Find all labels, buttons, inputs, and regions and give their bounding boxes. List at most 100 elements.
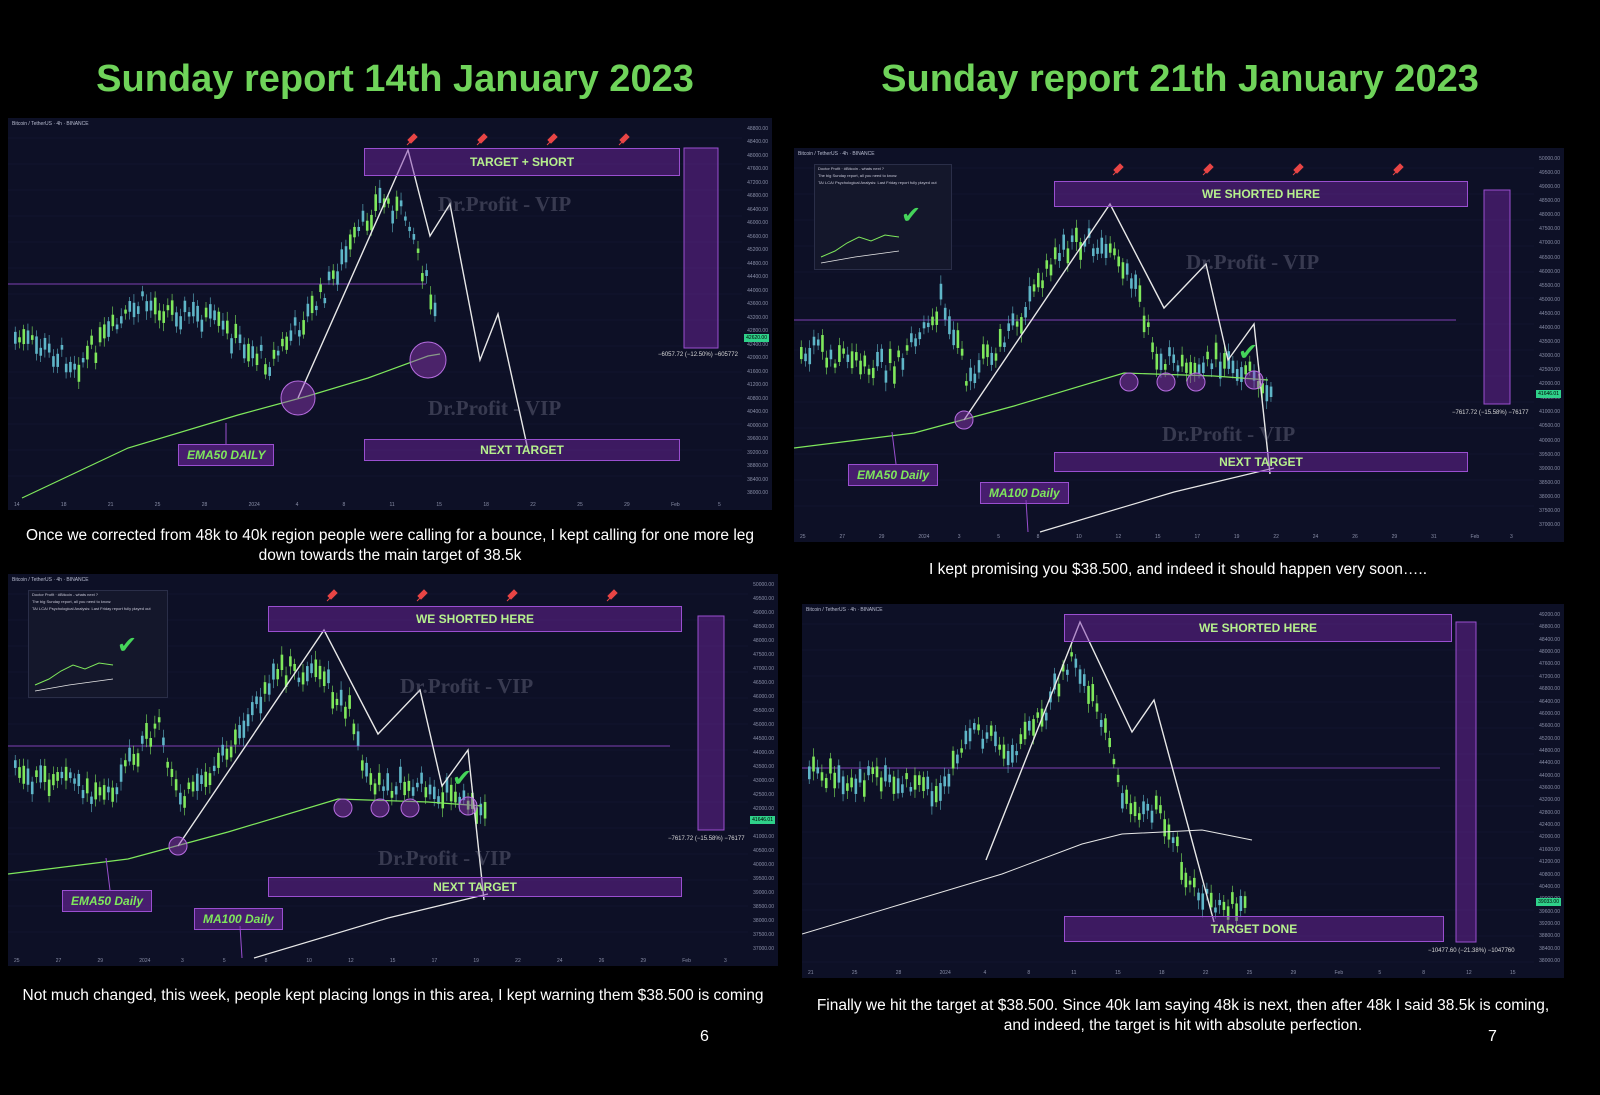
caption-bottom-left: Not much changed, this week, people kept…	[22, 987, 764, 1004]
y-tick-label: 39200.00	[747, 449, 768, 456]
candle-body	[1125, 789, 1128, 804]
candle-body	[1197, 892, 1200, 901]
candle-body	[1201, 893, 1205, 910]
caption-top-right: I kept promising you $38.500, and indeed…	[928, 561, 1428, 578]
candle-body	[166, 305, 170, 311]
x-tick-label: 25	[14, 958, 20, 964]
candle-body	[1057, 683, 1061, 697]
y-tick-label: 42500.00	[753, 792, 774, 798]
candle-body	[922, 777, 925, 792]
touch-circle	[1244, 370, 1264, 390]
candle-body	[272, 663, 275, 680]
x-tick-label: Feb	[1470, 534, 1480, 540]
candle-body	[284, 675, 288, 687]
candle-body	[918, 775, 921, 785]
chart-1-canvas	[8, 133, 742, 499]
y-tick-label: 46000.00	[1539, 268, 1560, 275]
candle-body	[153, 723, 157, 729]
candle-body	[289, 656, 292, 667]
watermark: Dr.Profit - VIP	[400, 674, 534, 698]
candle-body	[229, 746, 233, 758]
candle-body	[968, 728, 972, 742]
candle-body	[335, 698, 339, 706]
candle-body	[1116, 774, 1120, 783]
candle-body	[280, 654, 284, 671]
candle-body	[251, 346, 255, 359]
y-tick-label: 49200.00	[1539, 612, 1560, 618]
candle-body	[149, 300, 153, 311]
candle-body	[1058, 253, 1061, 261]
target-short-zone: TARGET + SHORT	[364, 148, 680, 176]
y-tick-label: 46800.00	[747, 193, 768, 200]
candle-body	[1214, 907, 1217, 913]
x-tick-label: 15	[1510, 970, 1516, 976]
x-tick-label: 24	[1312, 534, 1319, 540]
hammer-icon	[406, 133, 418, 146]
candle-body	[1113, 248, 1116, 256]
time-axis: 25 27 29 2024 3 5 8 10 12 15 17 19 22 24 26 29 Feb 3	[8, 954, 778, 966]
candle-body	[1044, 712, 1048, 721]
x-tick-label: 3	[957, 534, 961, 540]
candle-body	[56, 772, 59, 781]
candle-body	[264, 364, 267, 375]
candle-body	[812, 336, 816, 346]
candle-body	[445, 777, 449, 793]
y-tick-label: 37500.00	[753, 932, 774, 938]
tweet-inset: Doctor Profit · #Bitcoin - whats next ? …	[28, 590, 168, 698]
candle-body	[47, 779, 51, 796]
candle-body	[804, 353, 807, 362]
y-tick-label: 40000.00	[747, 422, 768, 429]
ma100-line	[253, 893, 489, 959]
candle-body	[1028, 286, 1032, 302]
candle-body	[998, 328, 1002, 347]
y-tick-label: 45500.00	[753, 708, 774, 714]
ema50-line	[8, 798, 483, 875]
candle-body	[179, 316, 182, 330]
candle-body	[1066, 248, 1070, 264]
candle-body	[1257, 380, 1260, 389]
x-tick-label: Feb	[682, 958, 691, 964]
price-axis: 50000.00 49500.00 49000.00 48500.00 48000.00…	[1534, 148, 1564, 542]
candle-body	[965, 381, 968, 386]
candle-body	[837, 765, 841, 783]
candle-body	[90, 335, 93, 345]
candle-body	[276, 669, 279, 680]
candle-body	[1096, 247, 1099, 254]
y-tick-label: 40400.00	[747, 409, 768, 416]
x-tick-label: 11	[1071, 970, 1077, 976]
candle-body	[1159, 805, 1162, 814]
candle-body	[458, 796, 461, 804]
candle-body	[812, 756, 815, 772]
chart-panel-1: Bitcoin / TetherUS · 4h · BINANCE TARGET…	[8, 118, 772, 510]
y-tick-label: 42000.00	[753, 806, 774, 812]
y-tick-label: 39600.00	[1539, 908, 1560, 915]
y-tick-label: 38400.00	[1539, 945, 1560, 952]
candle-body	[1133, 801, 1137, 817]
candle-body	[1099, 719, 1103, 727]
candle-body	[86, 345, 89, 360]
candle-body	[846, 354, 850, 362]
candle-body	[1138, 813, 1141, 820]
candle-body	[336, 271, 339, 285]
y-tick-label: 47000.00	[1539, 240, 1560, 247]
y-tick-label: 45200.00	[747, 247, 768, 254]
candle-body	[909, 786, 913, 792]
candle-body	[242, 344, 246, 359]
candle-body	[69, 772, 72, 779]
touch-circle	[168, 836, 188, 856]
candle-body	[952, 329, 955, 346]
candle-body	[192, 301, 195, 317]
candle-body	[255, 353, 259, 366]
candle-body	[158, 310, 161, 321]
y-tick-label: 42800.00	[1539, 809, 1560, 816]
hammer-icon	[1292, 163, 1304, 176]
candle-body	[43, 765, 47, 783]
candle-body	[64, 766, 68, 781]
tag-pointer	[891, 431, 897, 465]
y-tick-label: 42000.00	[1539, 834, 1560, 841]
candle-body	[1087, 685, 1090, 704]
candle-body	[200, 319, 204, 332]
candle-body	[1002, 744, 1006, 759]
time-axis: 21 25 28 2024 4 8 11 15 18 22 25 29 Feb 5 8 12 15	[802, 966, 1564, 978]
y-tick-label: 46000.00	[753, 694, 774, 700]
